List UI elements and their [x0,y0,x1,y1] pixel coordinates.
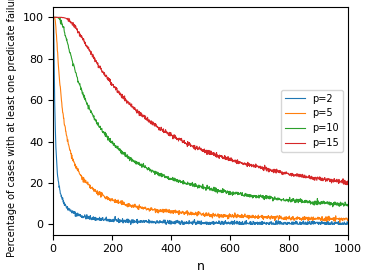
p=15 [281,171,286,174]
X-axis label: n: n [197,260,204,273]
p=15 [346,181,350,184]
p=10 [181,179,186,183]
Line: p=15: p=15 [54,17,348,185]
p=10 [287,199,291,202]
p=10 [171,176,175,179]
p=5 [281,217,285,220]
p=15 [287,173,291,176]
p=2 [281,221,286,225]
p=2 [128,223,133,226]
p=15 [52,16,56,19]
p=15 [51,16,56,19]
p=10 [331,205,335,208]
p=10 [53,16,57,19]
p=2 [346,221,350,225]
p=5 [51,16,56,19]
p=10 [346,203,350,207]
p=2 [82,215,86,218]
Y-axis label: Percentage of cases with at least one predicate failures: Percentage of cases with at least one pr… [7,0,17,257]
p=5 [170,209,175,213]
p=5 [338,221,342,224]
p=2 [287,222,291,225]
Line: p=5: p=5 [54,17,348,222]
p=15 [254,165,258,168]
Legend: p=2, p=5, p=10, p=15: p=2, p=5, p=10, p=15 [282,90,343,152]
p=15 [345,183,349,186]
p=15 [82,38,86,41]
Line: p=10: p=10 [54,17,348,207]
p=2 [51,16,56,19]
p=5 [286,217,291,221]
p=5 [181,211,186,214]
p=10 [51,16,56,19]
p=2 [181,221,186,224]
p=5 [346,218,350,222]
p=2 [171,220,175,223]
p=15 [181,141,186,144]
p=15 [171,137,175,141]
p=5 [254,216,258,219]
p=10 [254,196,258,200]
p=2 [254,222,258,225]
p=10 [82,93,86,97]
p=5 [82,176,86,179]
p=10 [281,197,286,200]
Line: p=2: p=2 [54,17,348,225]
